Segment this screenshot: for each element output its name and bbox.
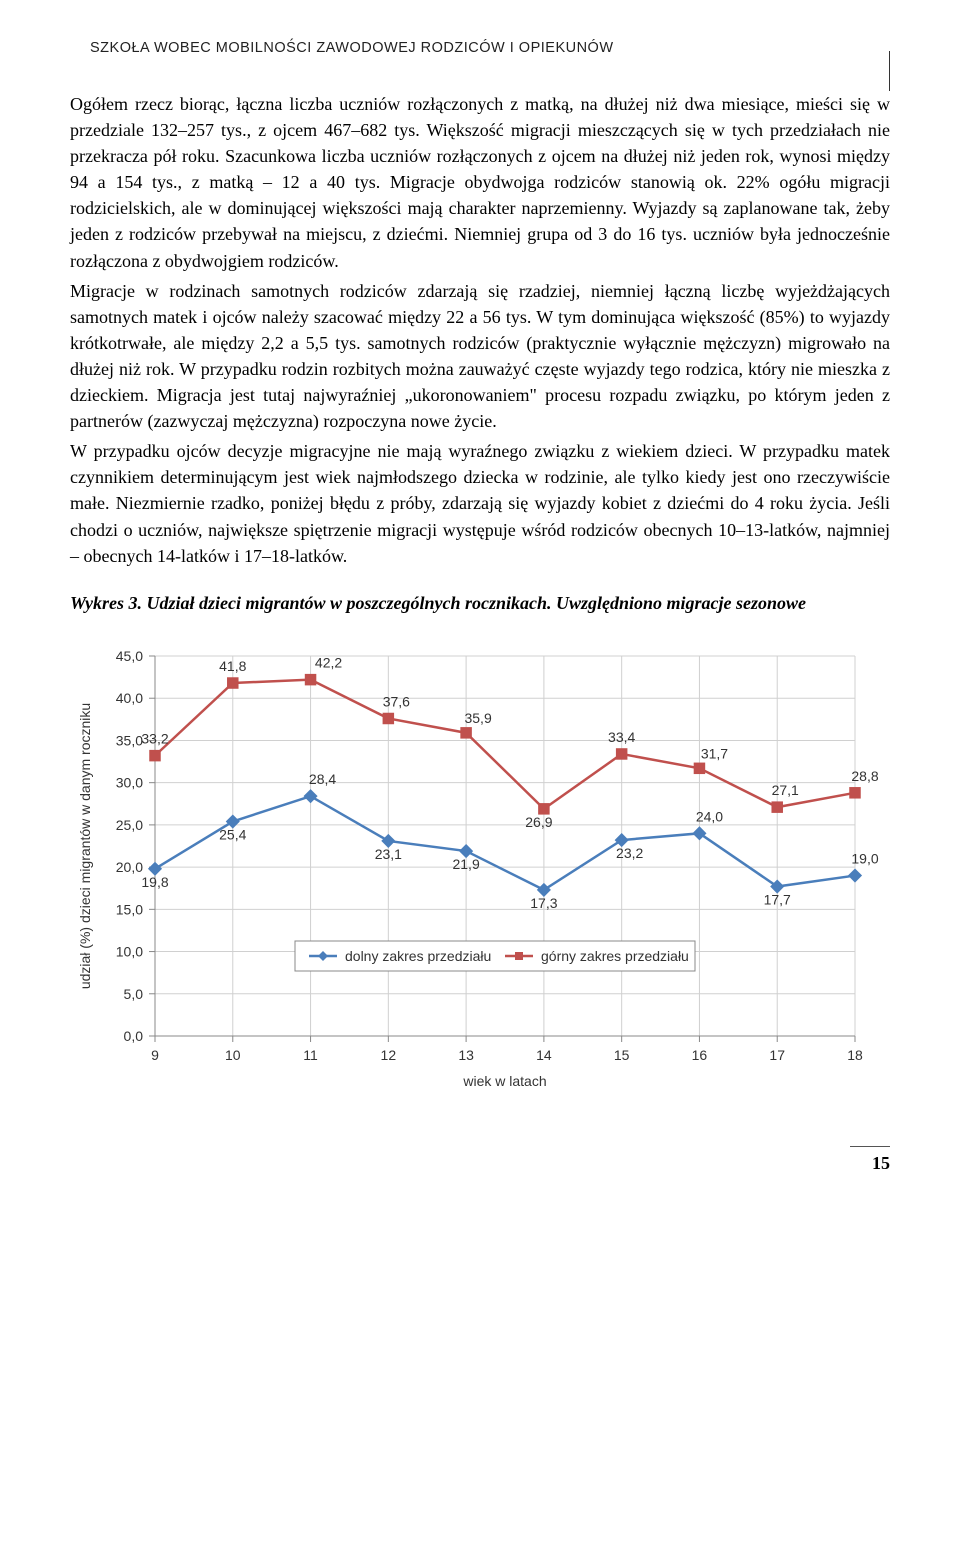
svg-text:20,0: 20,0 [116,859,143,875]
svg-text:23,1: 23,1 [375,846,402,862]
svg-text:5,0: 5,0 [124,986,144,1002]
svg-text:45,0: 45,0 [116,648,143,664]
svg-text:33,2: 33,2 [141,731,168,747]
paragraph-3: W przypadku ojców decyzje migracyjne nie… [70,438,890,568]
svg-text:dolny zakres przedziału: dolny zakres przedziału [345,948,491,964]
paragraph-2: Migracje w rodzinach samotnych rodziców … [70,278,890,435]
svg-text:42,2: 42,2 [315,655,342,671]
svg-text:30,0: 30,0 [116,775,143,791]
svg-text:37,6: 37,6 [383,693,410,709]
svg-text:0,0: 0,0 [124,1028,144,1044]
svg-text:17,3: 17,3 [530,895,557,911]
svg-text:udział (%) dzieci migrantów w: udział (%) dzieci migrantów w danym rocz… [77,703,93,989]
svg-text:35,9: 35,9 [464,710,491,726]
page-number: 15 [850,1146,890,1174]
chart-caption-text: Udział dzieci migrantów w poszczególnych… [147,593,807,613]
svg-text:12: 12 [381,1047,397,1063]
svg-text:26,9: 26,9 [525,814,552,830]
svg-text:28,4: 28,4 [309,771,336,787]
running-head: SZKOŁA WOBEC MOBILNOŚCI ZAWODOWEJ RODZIC… [70,40,614,56]
chart-caption-label: Wykres 3. [70,593,142,613]
line-chart: 0,0 5,0 10,0 15,0 20,0 25,0 30,0 35,0 40,0 45,0 9 1… [70,626,890,1106]
svg-text:19,8: 19,8 [141,874,168,890]
svg-text:18: 18 [847,1047,863,1063]
paragraph-1: Ogółem rzecz biorąc, łączna liczba uczni… [70,91,890,274]
svg-text:17: 17 [769,1047,785,1063]
svg-text:15,0: 15,0 [116,901,143,917]
svg-text:23,2: 23,2 [616,845,643,861]
svg-text:10: 10 [225,1047,241,1063]
svg-text:21,9: 21,9 [452,856,479,872]
svg-text:19,0: 19,0 [851,850,878,866]
svg-text:41,8: 41,8 [219,658,246,674]
svg-text:40,0: 40,0 [116,690,143,706]
svg-text:9: 9 [151,1047,159,1063]
chart-container: 0,0 5,0 10,0 15,0 20,0 25,0 30,0 35,0 40,0 45,0 9 1… [70,626,890,1106]
svg-text:25,0: 25,0 [116,817,143,833]
svg-text:31,7: 31,7 [701,745,728,761]
svg-text:13: 13 [458,1047,474,1063]
svg-text:33,4: 33,4 [608,729,635,745]
chart-caption: Wykres 3. Udział dzieci migrantów w posz… [148,591,890,616]
svg-text:24,0: 24,0 [696,808,723,824]
svg-text:wiek w latach: wiek w latach [462,1073,546,1089]
svg-text:28,8: 28,8 [851,768,878,784]
header-rule-vertical [889,51,890,91]
svg-text:górny zakres przedziału: górny zakres przedziału [541,948,689,964]
svg-text:17,7: 17,7 [764,891,791,907]
svg-text:11: 11 [303,1047,318,1063]
svg-text:10,0: 10,0 [116,943,143,959]
svg-text:15: 15 [614,1047,630,1063]
svg-text:27,1: 27,1 [772,782,799,798]
svg-text:16: 16 [692,1047,708,1063]
svg-text:35,0: 35,0 [116,732,143,748]
svg-text:14: 14 [536,1047,552,1063]
svg-text:25,4: 25,4 [219,826,246,842]
